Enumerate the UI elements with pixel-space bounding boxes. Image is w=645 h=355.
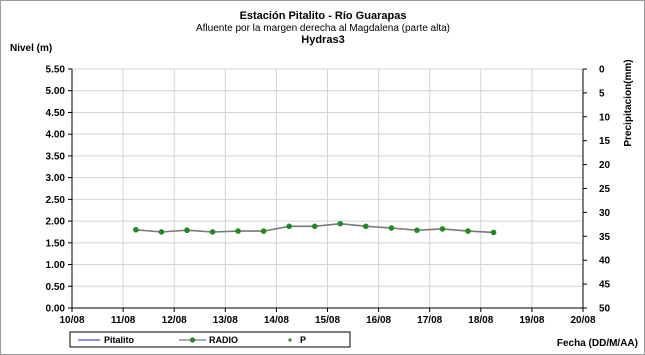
x-tick-label: 17/08 xyxy=(417,315,442,326)
data-point-radio xyxy=(133,226,139,233)
tick-labels: 0.00 0.50 1.00 1.50 2.00 2.50 3.00 3.50 4.00 4.50… xyxy=(46,65,611,327)
y2-tick-label: 20 xyxy=(599,160,611,171)
x-tick-label: 14/08 xyxy=(264,315,289,326)
y2-tick-label: 0 xyxy=(599,65,605,76)
legend-label-p: P xyxy=(300,335,306,345)
data-point-radio xyxy=(311,223,318,230)
data-point-radio xyxy=(260,228,267,234)
legend-box xyxy=(69,331,351,348)
data-point-radio xyxy=(363,223,369,230)
y2-tick-label: 35 xyxy=(599,232,611,243)
x-tick-label: 10/08 xyxy=(59,315,84,326)
data-point-radio xyxy=(414,227,420,234)
chart-subtitle-2: Hydras3 xyxy=(301,34,344,46)
y-tick-label: 2.00 xyxy=(46,217,66,228)
y-tick-label: 1.00 xyxy=(46,260,66,271)
data-point-radio xyxy=(184,227,190,234)
y2-tick-label: 30 xyxy=(599,208,611,219)
series-layer xyxy=(133,220,497,236)
y2-tick-label: 50 xyxy=(599,304,611,315)
x-tick-label: 19/08 xyxy=(519,315,544,326)
y-tick-label: 5.50 xyxy=(46,65,66,76)
y-tick-label: 5.00 xyxy=(46,86,66,97)
x-tick-label: 11/08 xyxy=(111,315,136,326)
y2-tick-label: 40 xyxy=(599,256,611,267)
data-point-radio xyxy=(209,229,216,235)
data-point-radio xyxy=(439,226,446,232)
y2-tick-label: 25 xyxy=(599,184,611,195)
y-tick-label: 1.50 xyxy=(46,238,66,249)
data-point-radio xyxy=(286,223,292,230)
y-tick-label: 4.00 xyxy=(46,130,66,141)
y-tick-label: 3.50 xyxy=(46,151,66,162)
y2-tick-label: 15 xyxy=(599,136,611,147)
x-tick-label: 18/08 xyxy=(468,315,493,326)
y-tick-label: 2.50 xyxy=(46,195,66,206)
data-point-radio xyxy=(490,229,497,236)
x-tick-label: 13/08 xyxy=(213,315,238,326)
legend: Pitalito RADIO P xyxy=(69,331,351,348)
y-tick-label: 0.00 xyxy=(46,304,66,315)
axes xyxy=(68,68,587,312)
x-tick-label: 16/08 xyxy=(366,315,391,326)
legend-swatch-radio-marker xyxy=(189,337,196,343)
y2-axis-label: Precipitacion(mm) xyxy=(623,59,634,146)
x-tick-label: 20/08 xyxy=(570,315,595,326)
data-point-radio xyxy=(158,229,165,235)
y2-tick-label: 5 xyxy=(599,88,605,99)
x-axis-label: Fecha (DD/M/AA) xyxy=(557,338,638,349)
data-point-radio xyxy=(388,225,395,231)
grid-lines xyxy=(72,68,583,308)
chart-title: Estación Pitalito - Río Guarapas xyxy=(240,10,407,22)
x-tick-label: 15/08 xyxy=(315,315,340,326)
data-point-radio xyxy=(235,228,241,234)
data-point-radio xyxy=(465,228,471,234)
chart-subtitle: Afluente por la margen derecha al Magdal… xyxy=(196,23,450,34)
legend-label-pitalito: Pitalito xyxy=(104,335,135,345)
x-tick-label: 12/08 xyxy=(162,315,187,326)
y-axis-label: Nivel (m) xyxy=(10,43,52,54)
data-point-radio xyxy=(337,220,344,227)
y2-tick-label: 10 xyxy=(599,112,611,123)
legend-label-radio: RADIO xyxy=(209,335,238,345)
y-tick-label: 3.00 xyxy=(46,173,66,184)
legend-swatch-p xyxy=(288,338,292,342)
y2-tick-label: 45 xyxy=(599,280,611,291)
y-tick-label: 0.50 xyxy=(46,282,66,293)
y-tick-label: 4.50 xyxy=(46,108,66,119)
